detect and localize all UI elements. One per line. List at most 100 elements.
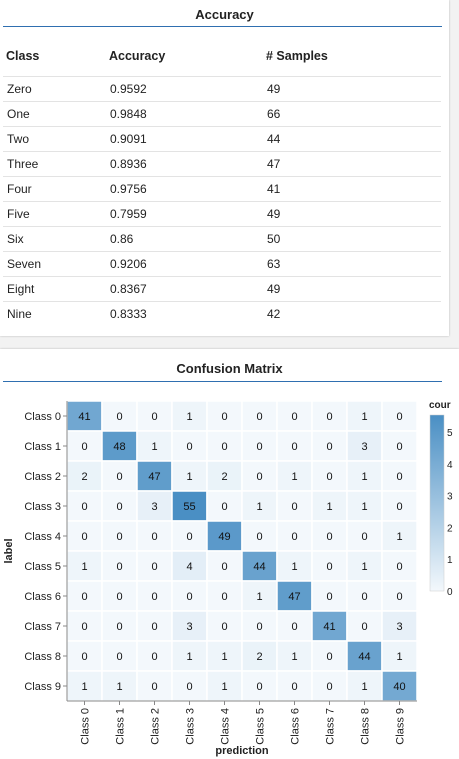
cell-samples: 49 [263,201,441,227]
cell-value-label: 0 [151,681,157,693]
x-tick-label: Class 4 [220,708,232,745]
cell-value-label: 1 [396,531,402,543]
cell-value-label: 1 [361,501,367,513]
cell-value-label: 3 [361,441,367,453]
cell-value-label: 4 [186,561,192,573]
cell-value-label: 0 [186,531,192,543]
cell-accuracy: 0.9206 [106,251,263,277]
cell-value-label: 1 [151,441,157,453]
cell-value-label: 0 [326,561,332,573]
cell-value-label: 0 [116,621,122,633]
matrix-cell [276,430,313,462]
matrix-cell [346,550,383,582]
cell-value-label: 0 [151,621,157,633]
cell-value-label: 0 [221,501,227,513]
matrix-cell [171,460,208,492]
y-tick-label: Class 7 [24,621,61,633]
cell-value-label: 2 [81,471,87,483]
matrix-cell [171,400,208,432]
matrix-cell [206,580,243,612]
matrix-cell [241,550,278,582]
matrix-cell [241,520,278,552]
cell-value-label: 0 [291,411,297,423]
cell-value-label: 0 [361,621,367,633]
cell-value-label: 0 [326,471,332,483]
cell-value-label: 2 [221,471,227,483]
cell-value-label: 1 [291,561,297,573]
matrix-cell [311,610,348,642]
cell-accuracy: 0.9592 [106,76,263,102]
cell-value-label: 1 [361,471,367,483]
cell-value-label: 2 [256,651,262,663]
cell-value-label: 0 [186,591,192,603]
cell-value-label: 49 [218,531,230,543]
cell-value-label: 1 [361,561,367,573]
cell-value-label: 0 [116,411,122,423]
matrix-cell [136,490,173,522]
matrix-cell [276,550,313,582]
cell-value-label: 41 [78,411,90,423]
table-row: Eight 0.8367 49 [3,276,441,302]
cell-value-label: 40 [393,681,405,693]
cell-value-label: 0 [151,561,157,573]
matrix-cell [171,430,208,462]
cell-value-label: 0 [221,591,227,603]
cell-class: Zero [3,76,106,102]
x-tick-label: Class 8 [360,708,372,745]
cell-value-label: 55 [183,501,195,513]
y-tick-label: Class 4 [24,531,61,543]
cell-samples: 63 [263,251,441,277]
cell-value-label: 48 [113,441,125,453]
cell-value-label: 0 [81,621,87,633]
matrix-cell [206,550,243,582]
cell-value-label: 0 [256,621,262,633]
cell-value-label: 0 [361,591,367,603]
matrix-cell [311,580,348,612]
matrix-cell [276,640,313,672]
cell-value-label: 0 [361,531,367,543]
matrix-cell [66,490,103,522]
y-tick-label: Class 2 [24,471,61,483]
cell-value-label: 0 [116,561,122,573]
legend-tick-label: 1 [447,555,453,566]
cell-value-label: 0 [396,501,402,513]
matrix-cell [276,580,313,612]
cell-value-label: 1 [186,471,192,483]
table-row: Five 0.7959 49 [3,201,441,227]
cell-value-label: 0 [396,471,402,483]
cell-value-label: 44 [358,651,370,663]
accuracy-title-rule [3,26,442,27]
cell-value-label: 0 [291,681,297,693]
matrix-cell [241,490,278,522]
confusion-title-rule [3,381,442,382]
cell-samples: 42 [267,307,281,321]
table-row: Four 0.9756 41 [3,176,441,202]
legend-tick-label: 2 [447,523,453,534]
cell-value-label: 1 [326,501,332,513]
cell-value-label: 0 [81,651,87,663]
y-tick-label: Class 9 [24,681,61,693]
cell-value-label: 1 [116,681,122,693]
y-tick-label: Class 0 [24,411,61,423]
table-row: Seven 0.9206 63 [3,251,441,277]
cell-samples: 49 [263,276,441,302]
matrix-cell [241,460,278,492]
cell-value-label: 0 [221,441,227,453]
cell-value-label: 0 [256,681,262,693]
cell-accuracy: 0.9848 [106,101,263,127]
matrix-cell [381,430,418,462]
cell-value-label: 44 [253,561,265,573]
cell-class: Five [3,201,106,227]
cell-class: Two [3,126,106,152]
matrix-cell [381,580,418,612]
cell-value-label: 1 [221,681,227,693]
cell-value-label: 47 [148,471,160,483]
cell-value-label: 0 [326,411,332,423]
cell-value-label: 0 [396,411,402,423]
x-tick-label: Class 7 [325,708,337,745]
accuracy-title: Accuracy [195,7,254,22]
x-tick-label: Class 2 [150,708,162,745]
cell-value-label: 1 [186,651,192,663]
cell-value-label: 0 [396,561,402,573]
matrix-cell [381,460,418,492]
